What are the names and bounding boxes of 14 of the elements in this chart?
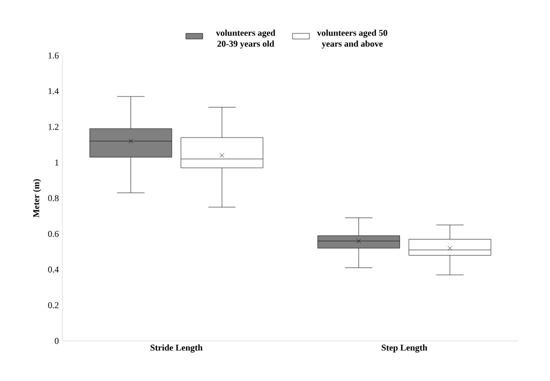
y-tick-label: 0.4 [48, 266, 59, 273]
x-tick-label: Step Length [382, 344, 428, 353]
y-tick-label: 0.6 [48, 231, 59, 238]
y-tick-label: 0.8 [48, 195, 59, 202]
legend-label: volunteers aged 50 years and above [316, 30, 388, 49]
y-axis-title: Meter (m) [32, 179, 42, 218]
x-tick-label: Stride Length [150, 344, 203, 353]
y-tick-label: 1.2 [48, 124, 58, 130]
legend-label: volunteers aged 20-39 years old [216, 30, 276, 49]
y-tick-label: 0.2 [48, 302, 58, 308]
y-tick-label: 1.6 [48, 52, 59, 59]
y-tick-label: 0 [54, 338, 59, 344]
y-tick-label: 1 [55, 160, 58, 166]
y-tick-label: 1.4 [48, 88, 59, 94]
